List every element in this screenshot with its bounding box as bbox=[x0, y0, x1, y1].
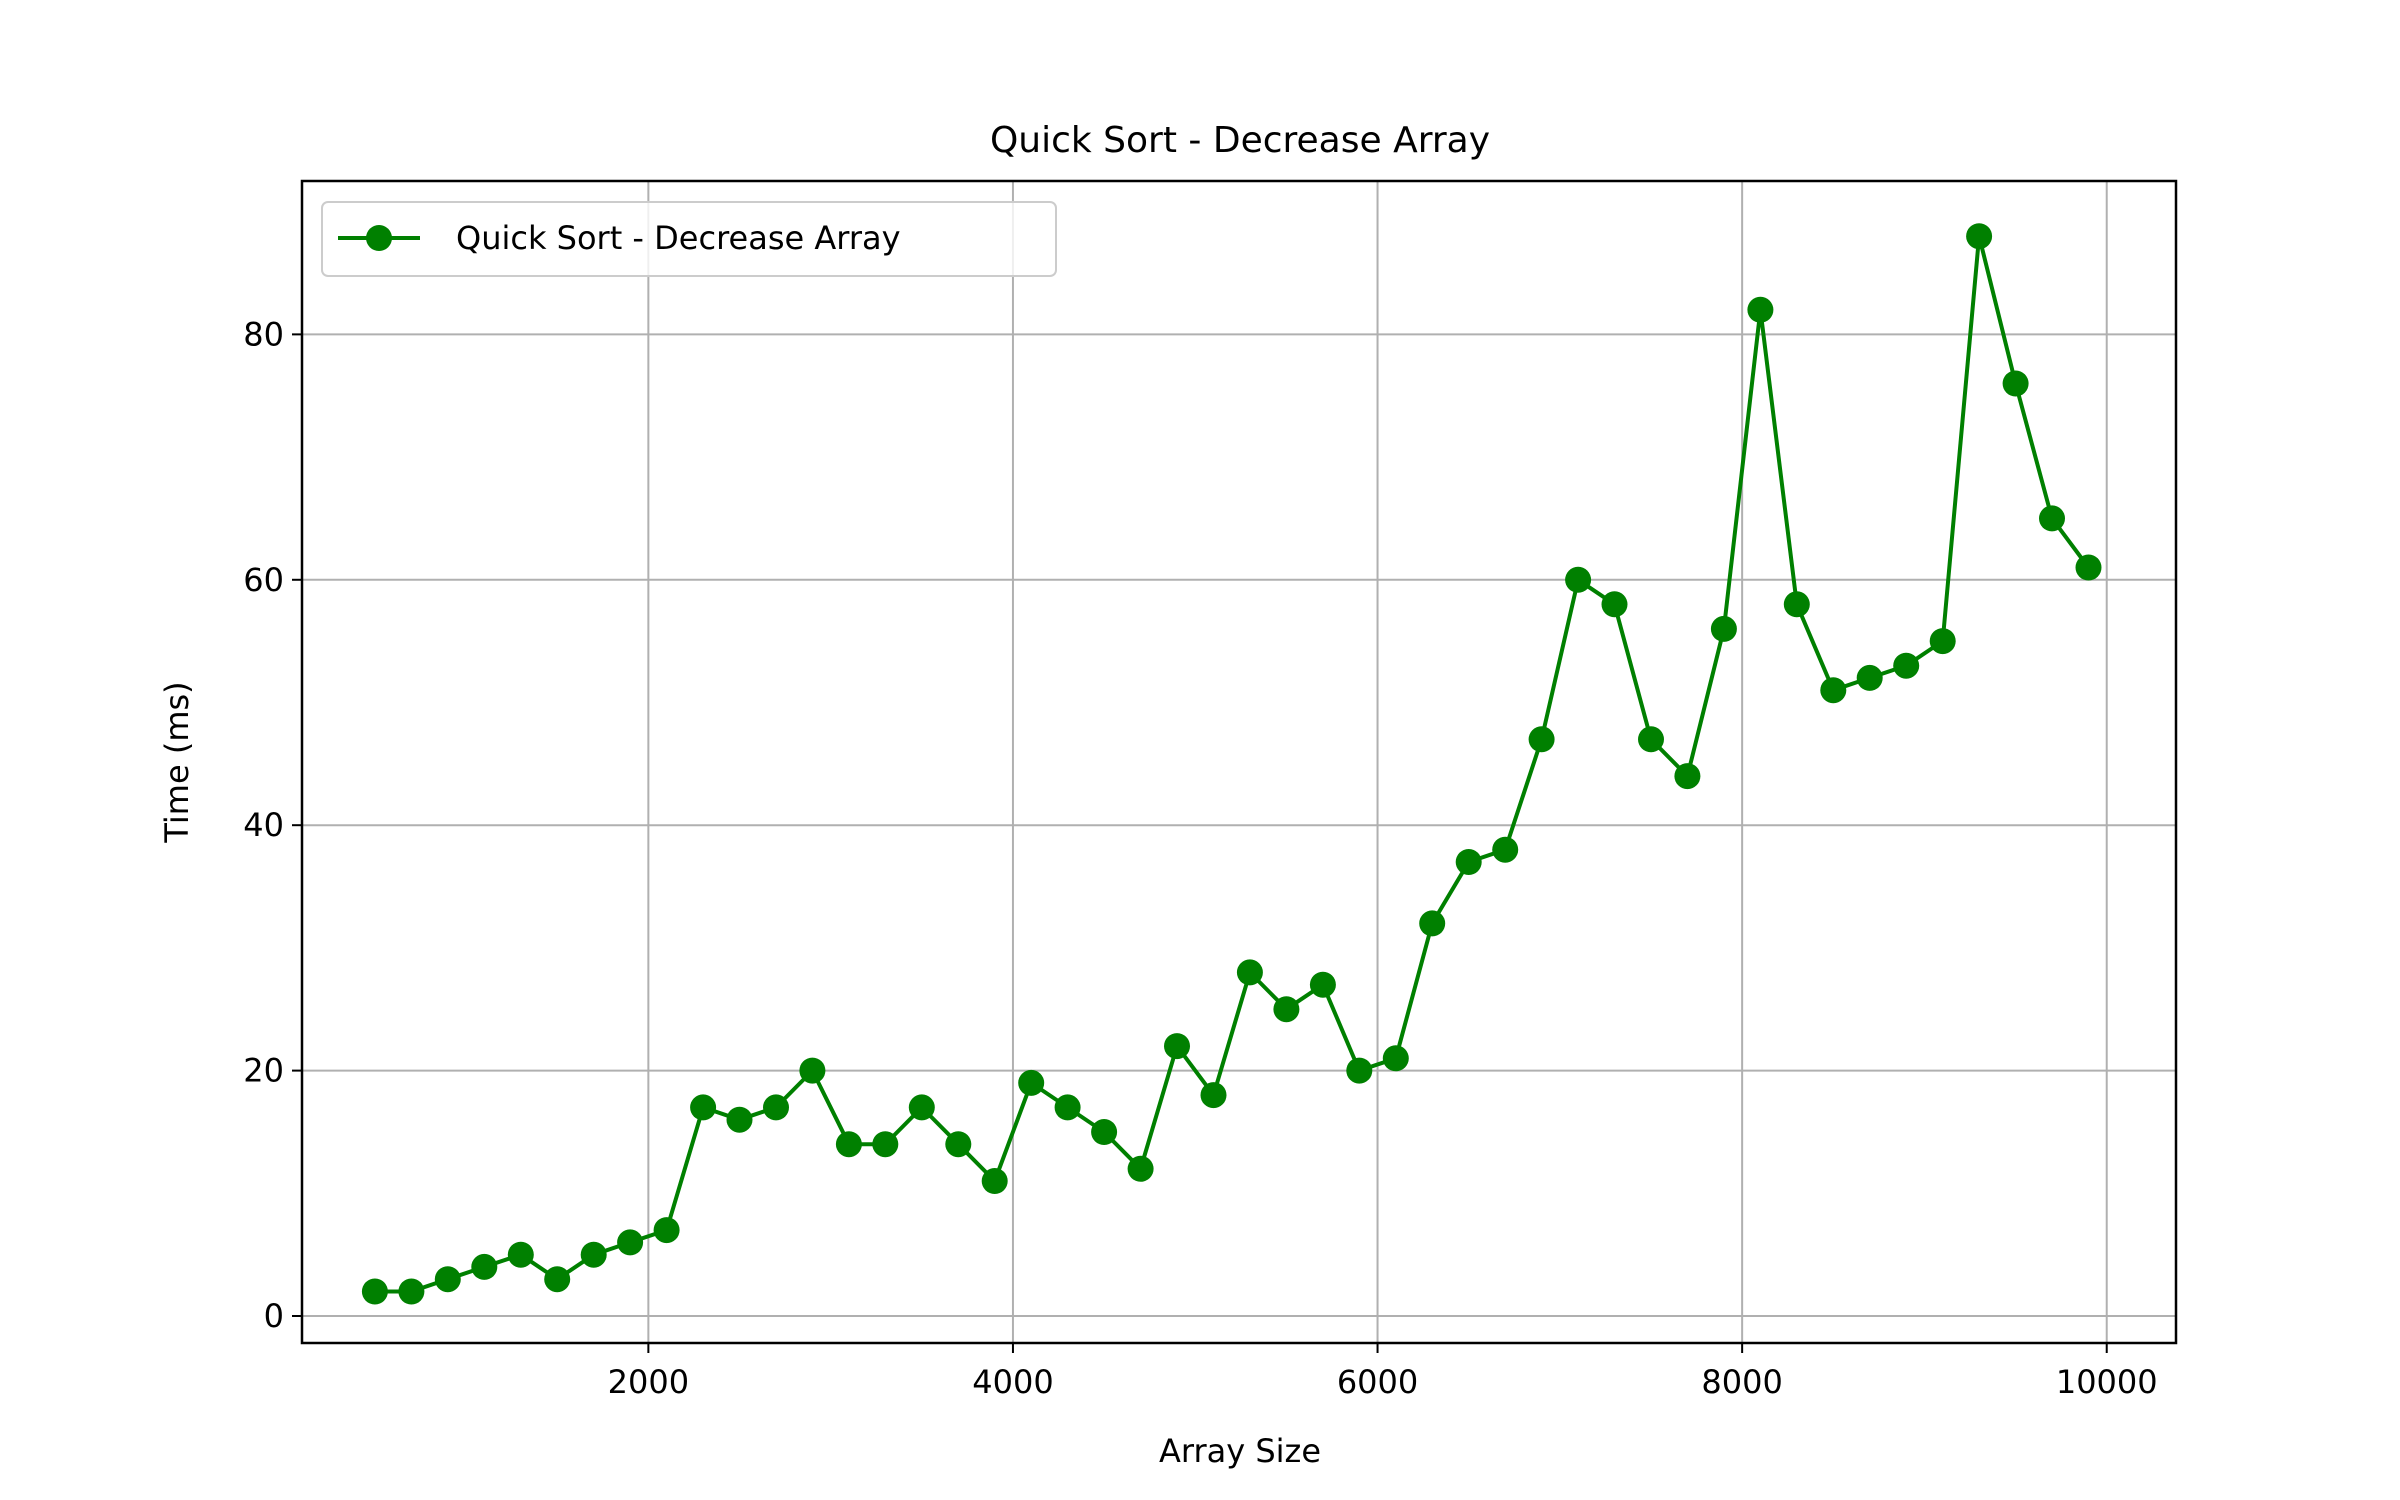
data-point bbox=[1127, 1155, 1154, 1182]
data-point bbox=[726, 1106, 753, 1133]
data-point bbox=[617, 1229, 644, 1256]
y-tick-label: 40 bbox=[243, 806, 284, 844]
y-axis-label: Time (ms) bbox=[158, 681, 196, 843]
x-tick-label: 10000 bbox=[2056, 1363, 2158, 1401]
data-point bbox=[1966, 223, 1993, 250]
data-point bbox=[1200, 1082, 1227, 1109]
y-tick-label: 80 bbox=[243, 315, 284, 353]
data-point bbox=[1091, 1119, 1118, 1145]
data-point bbox=[2039, 505, 2065, 532]
data-point bbox=[1820, 677, 1847, 704]
y-tick-label: 20 bbox=[243, 1052, 284, 1090]
x-tick-label: 2000 bbox=[608, 1363, 689, 1401]
data-point bbox=[799, 1057, 826, 1084]
legend-label: Quick Sort - Decrease Array bbox=[456, 219, 901, 257]
data-point bbox=[908, 1094, 935, 1121]
data-point bbox=[1747, 296, 1774, 323]
legend-marker bbox=[366, 225, 392, 251]
data-point bbox=[1710, 615, 1737, 642]
x-tick-label: 6000 bbox=[1337, 1363, 1418, 1401]
data-point bbox=[1054, 1094, 1081, 1121]
data-point bbox=[471, 1253, 498, 1280]
data-point bbox=[1492, 836, 1519, 863]
plot-frame bbox=[300, 179, 2178, 1345]
data-point bbox=[1018, 1069, 1045, 1096]
chart-title: Quick Sort - Decrease Array bbox=[990, 120, 1490, 161]
data-point bbox=[1455, 849, 1482, 875]
x-tick-label: 4000 bbox=[972, 1363, 1053, 1401]
data-point bbox=[361, 1278, 388, 1305]
data-point bbox=[763, 1094, 789, 1121]
data-point bbox=[398, 1278, 425, 1305]
data-point bbox=[544, 1266, 571, 1293]
data-point bbox=[690, 1094, 717, 1121]
data-point bbox=[872, 1131, 899, 1158]
data-point bbox=[1309, 971, 1336, 998]
data-point bbox=[1929, 628, 1956, 655]
data-point bbox=[1856, 664, 1883, 691]
data-point bbox=[1601, 591, 1628, 618]
data-point bbox=[1565, 566, 1592, 593]
data-point bbox=[2002, 370, 2029, 397]
legend-box bbox=[321, 201, 1057, 277]
y-tick-label: 0 bbox=[264, 1297, 284, 1335]
series-layer bbox=[361, 223, 2102, 1305]
data-point bbox=[1528, 726, 1555, 753]
data-point bbox=[1893, 652, 1920, 679]
data-point bbox=[1674, 763, 1701, 790]
data-point bbox=[835, 1131, 862, 1158]
data-point bbox=[434, 1266, 461, 1293]
data-point bbox=[1419, 910, 1446, 937]
data-point bbox=[945, 1131, 972, 1158]
legend: Quick Sort - Decrease Array bbox=[321, 201, 1057, 277]
tick-layer: 2000 4000 6000 8000 10000 0 20 40 60 80 bbox=[243, 315, 2157, 1401]
data-point bbox=[1783, 591, 1810, 618]
y-tick-label: 60 bbox=[243, 561, 284, 599]
x-axis-label: Array Size bbox=[1159, 1432, 1321, 1470]
data-point bbox=[1382, 1045, 1409, 1072]
data-point bbox=[1236, 959, 1263, 986]
data-point bbox=[981, 1168, 1008, 1194]
x-tick-label: 8000 bbox=[1701, 1363, 1782, 1401]
data-point bbox=[1164, 1033, 1190, 1060]
grid-layer bbox=[302, 181, 2176, 1343]
data-point bbox=[1273, 996, 1300, 1023]
data-point bbox=[1638, 726, 1664, 753]
data-point bbox=[2075, 554, 2102, 581]
data-point bbox=[580, 1241, 607, 1268]
data-point bbox=[653, 1217, 680, 1244]
data-point bbox=[1346, 1057, 1373, 1084]
data-point bbox=[507, 1241, 534, 1268]
